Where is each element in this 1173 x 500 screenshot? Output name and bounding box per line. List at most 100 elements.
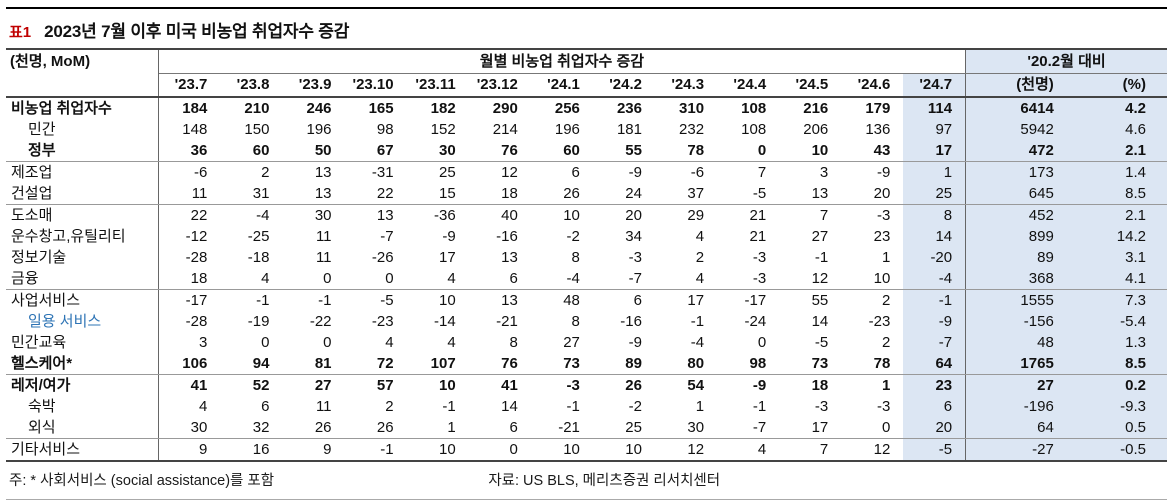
value-cell: 1 xyxy=(903,161,967,183)
value-cell: -1 xyxy=(442,398,456,415)
value-cell: 81 xyxy=(282,353,345,375)
header-column-row: '23.7'23.8'23.9'23.10'23.11'23.12'24.1'2… xyxy=(6,73,1167,98)
value-cell: 17 xyxy=(903,140,967,162)
value-cell: 472 xyxy=(965,140,1080,162)
value-cell: 13 xyxy=(779,183,842,205)
value-cell: -9 xyxy=(877,164,891,181)
row-label: 숙박 xyxy=(6,396,159,417)
value-cell: 36 xyxy=(158,140,221,162)
value-cell: 0.5 xyxy=(1079,417,1167,439)
column-header: (%) xyxy=(1079,73,1167,98)
column-header: '23.11 xyxy=(406,73,469,98)
footnote: 주: * 사회서비스 (social assistance)를 포함 xyxy=(9,473,275,489)
value-cell: -21 xyxy=(496,313,518,330)
value-cell: 6 xyxy=(261,398,270,415)
table-row: 기타서비스 9 16 9 -1 10 0 10 10 12 4 7 12 -5 -27 -0.5 xyxy=(6,438,1167,461)
value-cell: 148 xyxy=(182,121,208,138)
value-cell: 310 xyxy=(679,100,705,117)
value-cell: 24 xyxy=(592,183,655,205)
table-row: 건설업 11 31 13 22 15 18 26 24 37 -5 13 20 25 645 8.5 xyxy=(6,183,1167,205)
table-row: 헬스케어* 106 94 81 72 107 76 73 89 80 98 73 78 64 1765 8.5 xyxy=(6,353,1167,375)
value-cell: 196 xyxy=(554,121,580,138)
row-label: 레저/여가 xyxy=(6,374,159,396)
row-label: 민간교육 xyxy=(6,332,159,353)
value-cell: 25 xyxy=(592,417,655,439)
value-cell: 206 xyxy=(803,121,829,138)
value-cell: 26 xyxy=(625,377,642,394)
value-cell: -9.3 xyxy=(1079,396,1167,417)
value-cell: -3 xyxy=(814,398,829,415)
value-cell: 30 xyxy=(158,417,221,439)
value-cell: 0 xyxy=(261,334,270,351)
table-row: 제조업 -6 2 13 -31 25 12 6 -9 -6 7 3 -9 1 173 1.4 xyxy=(6,161,1167,183)
monthly-group-header: 월별 비농업 취업자수 증감 xyxy=(158,49,967,74)
column-header: '23.7 xyxy=(158,73,221,98)
value-cell: 1 xyxy=(882,249,891,266)
value-cell: 26 xyxy=(344,417,407,439)
value-cell: 32 xyxy=(220,417,283,439)
value-cell: 4 xyxy=(406,268,469,290)
unit-label: (천명, MoM) xyxy=(6,49,159,98)
value-cell: 73 xyxy=(779,353,842,375)
value-cell: 1 xyxy=(695,398,705,415)
value-cell: 452 xyxy=(965,204,1080,226)
value-cell: -1 xyxy=(256,292,270,309)
value-cell: 34 xyxy=(625,228,642,245)
row-label: 정부 xyxy=(6,140,159,162)
value-cell: 6414 xyxy=(965,97,1080,119)
value-cell: 11 xyxy=(315,228,332,245)
value-cell: 10 xyxy=(563,441,580,458)
value-cell: 12 xyxy=(687,441,705,458)
value-cell: -24 xyxy=(744,313,767,330)
value-cell: -17 xyxy=(185,292,208,309)
row-label: 제조업 xyxy=(6,161,159,183)
value-cell: -3 xyxy=(877,398,891,415)
value-cell: 108 xyxy=(741,100,767,117)
value-cell: 40 xyxy=(501,207,518,224)
value-cell: -16 xyxy=(496,228,518,245)
value-cell: 20 xyxy=(841,183,904,205)
table-row: 민간교육 3 0 0 4 4 8 27 -9 -4 0 -5 2 -7 48 1.3 xyxy=(6,332,1167,353)
table-row: 정보기술 -28 -18 11 -26 17 13 8 -3 2 -3 -1 1 -20 89 3.1 xyxy=(6,247,1167,268)
value-cell: -5 xyxy=(903,438,967,461)
value-cell: -5 xyxy=(380,292,394,309)
value-cell: 216 xyxy=(803,100,829,117)
column-header: '23.12 xyxy=(468,73,531,98)
row-label: 도소매 xyxy=(6,204,159,226)
value-cell: -3 xyxy=(566,377,580,394)
value-cell: 37 xyxy=(654,183,718,205)
row-label: 운수창고,유틸리티 xyxy=(6,226,159,247)
value-cell: -5 xyxy=(814,334,829,351)
value-cell: 8.5 xyxy=(1079,353,1167,375)
value-cell: -1 xyxy=(903,289,967,311)
value-cell: 4.1 xyxy=(1079,268,1167,290)
value-cell: 14 xyxy=(811,313,829,330)
value-cell: 165 xyxy=(368,100,394,117)
value-cell: 23 xyxy=(903,374,967,396)
value-cell: 52 xyxy=(252,377,270,394)
row-label: 헬스케어* xyxy=(6,353,159,375)
value-cell: 6 xyxy=(903,396,967,417)
value-cell: -14 xyxy=(434,313,456,330)
value-cell: 8 xyxy=(903,204,967,226)
value-cell: -1 xyxy=(380,441,394,458)
value-cell: 18 xyxy=(468,183,531,205)
value-cell: 246 xyxy=(306,100,332,117)
table-row: 사업서비스 -17 -1 -1 -5 10 13 48 6 17 -17 55 2 -1 1555 7.3 xyxy=(6,289,1167,311)
value-cell: 899 xyxy=(965,226,1080,247)
value-cell: 256 xyxy=(554,100,580,117)
column-header: '24.3 xyxy=(654,73,718,98)
row-label: 건설업 xyxy=(6,183,159,205)
value-cell: 214 xyxy=(492,121,518,138)
value-cell: 89 xyxy=(965,247,1080,268)
value-cell: 14.2 xyxy=(1079,226,1167,247)
table-title-bar: 표1 2023년 7월 이후 미국 비농업 취업자수 증감 xyxy=(6,7,1167,48)
value-cell: 14 xyxy=(903,226,967,247)
value-cell: 57 xyxy=(376,377,394,394)
value-cell: 6 xyxy=(571,164,580,181)
value-cell: 0 xyxy=(323,334,332,351)
value-cell: -26 xyxy=(371,249,394,266)
value-cell: -12 xyxy=(185,228,208,245)
value-cell: -9 xyxy=(752,377,767,394)
value-cell: -7 xyxy=(903,332,967,353)
